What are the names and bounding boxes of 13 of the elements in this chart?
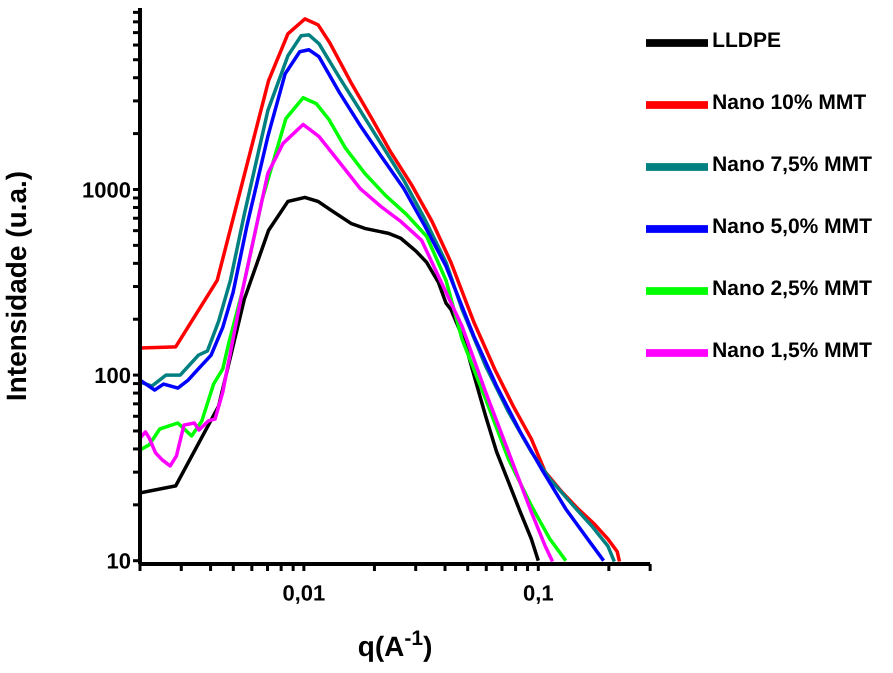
legend-label: Nano 7,5% MMT — [712, 153, 872, 176]
y-axis-title: Intensidade (u.a.) — [1, 170, 32, 402]
x-tick-label: 0,01 — [282, 580, 326, 606]
legend-label: Nano 1,5% MMT — [712, 339, 872, 362]
x-axis-title: q(A$^{-1}$) — [358, 626, 432, 662]
x-tick-label: 0,1 — [522, 580, 554, 606]
y-tick-label: 1000 — [82, 177, 131, 202]
legend-label: LLDPE — [712, 29, 781, 52]
y-tick-label: 100 — [94, 362, 131, 388]
legend-label: Nano 5,0% MMT — [712, 215, 872, 238]
legend-label: Nano 10% MMT — [712, 91, 866, 114]
legend-label: Nano 2,5% MMT — [712, 277, 872, 300]
y-tick-label: 10 — [106, 548, 131, 574]
